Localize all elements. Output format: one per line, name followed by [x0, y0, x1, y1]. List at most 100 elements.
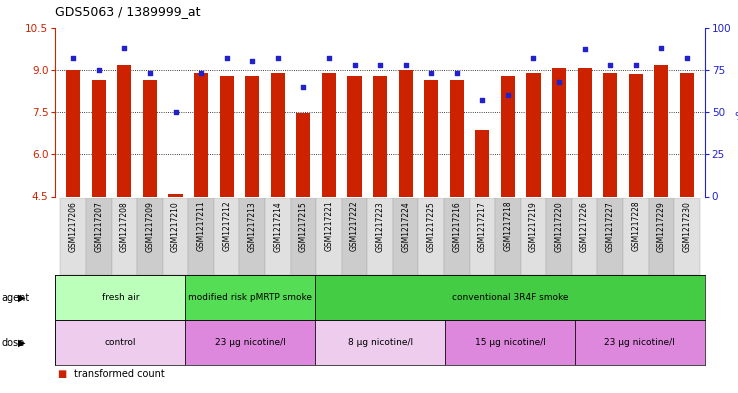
- Text: GSM1217223: GSM1217223: [376, 201, 384, 252]
- Point: [246, 58, 258, 64]
- Text: GSM1217207: GSM1217207: [94, 201, 103, 252]
- Bar: [444, 198, 469, 275]
- Bar: [163, 198, 188, 275]
- Point: [67, 55, 79, 61]
- Bar: [399, 70, 413, 196]
- Text: ■: ■: [58, 369, 67, 379]
- Text: GSM1217213: GSM1217213: [248, 201, 257, 252]
- Bar: [501, 76, 515, 196]
- Bar: [348, 76, 362, 196]
- Bar: [185, 320, 315, 365]
- Bar: [111, 198, 137, 275]
- Text: transformed count: transformed count: [74, 369, 165, 379]
- Text: GSM1217224: GSM1217224: [401, 201, 410, 252]
- Bar: [603, 73, 617, 196]
- Bar: [552, 68, 566, 196]
- Bar: [495, 198, 521, 275]
- Bar: [55, 275, 185, 320]
- Bar: [674, 198, 700, 275]
- Bar: [623, 198, 649, 275]
- Text: GSM1217227: GSM1217227: [606, 201, 615, 252]
- Point: [502, 92, 514, 98]
- Text: control: control: [105, 338, 136, 347]
- Bar: [475, 130, 489, 196]
- Point: [528, 55, 539, 61]
- Bar: [271, 73, 285, 196]
- Bar: [55, 320, 185, 365]
- Text: ▶: ▶: [18, 338, 26, 348]
- Bar: [61, 198, 86, 275]
- Point: [655, 45, 667, 51]
- Bar: [137, 198, 163, 275]
- Bar: [66, 70, 80, 196]
- Bar: [597, 198, 623, 275]
- Bar: [297, 113, 311, 196]
- Point: [323, 55, 335, 61]
- Bar: [449, 80, 463, 196]
- Bar: [393, 198, 418, 275]
- Bar: [445, 320, 575, 365]
- Point: [425, 70, 437, 76]
- Point: [681, 55, 693, 61]
- Text: GSM1217230: GSM1217230: [683, 201, 692, 252]
- Bar: [188, 198, 214, 275]
- Bar: [265, 198, 291, 275]
- Point: [477, 97, 489, 103]
- Bar: [220, 76, 234, 196]
- Point: [630, 62, 641, 68]
- Bar: [322, 73, 336, 196]
- Text: GSM1217210: GSM1217210: [171, 201, 180, 252]
- Text: GSM1217214: GSM1217214: [273, 201, 283, 252]
- Point: [451, 70, 463, 76]
- Text: GSM1217225: GSM1217225: [427, 201, 435, 252]
- Text: GSM1217209: GSM1217209: [145, 201, 154, 252]
- Point: [374, 62, 386, 68]
- Text: GSM1217216: GSM1217216: [452, 201, 461, 252]
- Bar: [629, 74, 643, 196]
- Text: GSM1217208: GSM1217208: [120, 201, 129, 252]
- Bar: [418, 198, 444, 275]
- Text: GSM1217226: GSM1217226: [580, 201, 589, 252]
- Text: GSM1217212: GSM1217212: [222, 201, 231, 252]
- Bar: [655, 65, 669, 196]
- Text: GSM1217206: GSM1217206: [69, 201, 77, 252]
- Bar: [575, 320, 705, 365]
- Bar: [578, 68, 592, 196]
- Text: GSM1217215: GSM1217215: [299, 201, 308, 252]
- Point: [221, 55, 232, 61]
- Text: GSM1217219: GSM1217219: [529, 201, 538, 252]
- Point: [170, 109, 182, 115]
- Text: modified risk pMRTP smoke: modified risk pMRTP smoke: [188, 293, 312, 302]
- Text: ▶: ▶: [18, 293, 26, 303]
- Point: [272, 55, 283, 61]
- Text: GSM1217228: GSM1217228: [631, 201, 641, 252]
- Point: [348, 62, 360, 68]
- Bar: [315, 275, 705, 320]
- Bar: [194, 73, 208, 196]
- Bar: [424, 80, 438, 196]
- Text: agent: agent: [1, 293, 30, 303]
- Point: [119, 45, 131, 51]
- Bar: [649, 198, 674, 275]
- Bar: [92, 80, 106, 196]
- Text: GSM1217217: GSM1217217: [477, 201, 487, 252]
- Bar: [469, 198, 495, 275]
- Bar: [185, 275, 315, 320]
- Bar: [521, 198, 546, 275]
- Bar: [546, 198, 572, 275]
- Text: 8 μg nicotine/l: 8 μg nicotine/l: [348, 338, 413, 347]
- Bar: [214, 198, 239, 275]
- Text: GDS5063 / 1389999_at: GDS5063 / 1389999_at: [55, 5, 201, 18]
- Text: GSM1217222: GSM1217222: [350, 201, 359, 252]
- Bar: [315, 320, 445, 365]
- Bar: [168, 194, 182, 196]
- Text: GSM1217229: GSM1217229: [657, 201, 666, 252]
- Point: [93, 66, 105, 73]
- Bar: [680, 73, 694, 196]
- Point: [144, 70, 156, 76]
- Bar: [368, 198, 393, 275]
- Bar: [316, 198, 342, 275]
- Bar: [342, 198, 368, 275]
- Bar: [117, 65, 131, 196]
- Bar: [373, 76, 387, 196]
